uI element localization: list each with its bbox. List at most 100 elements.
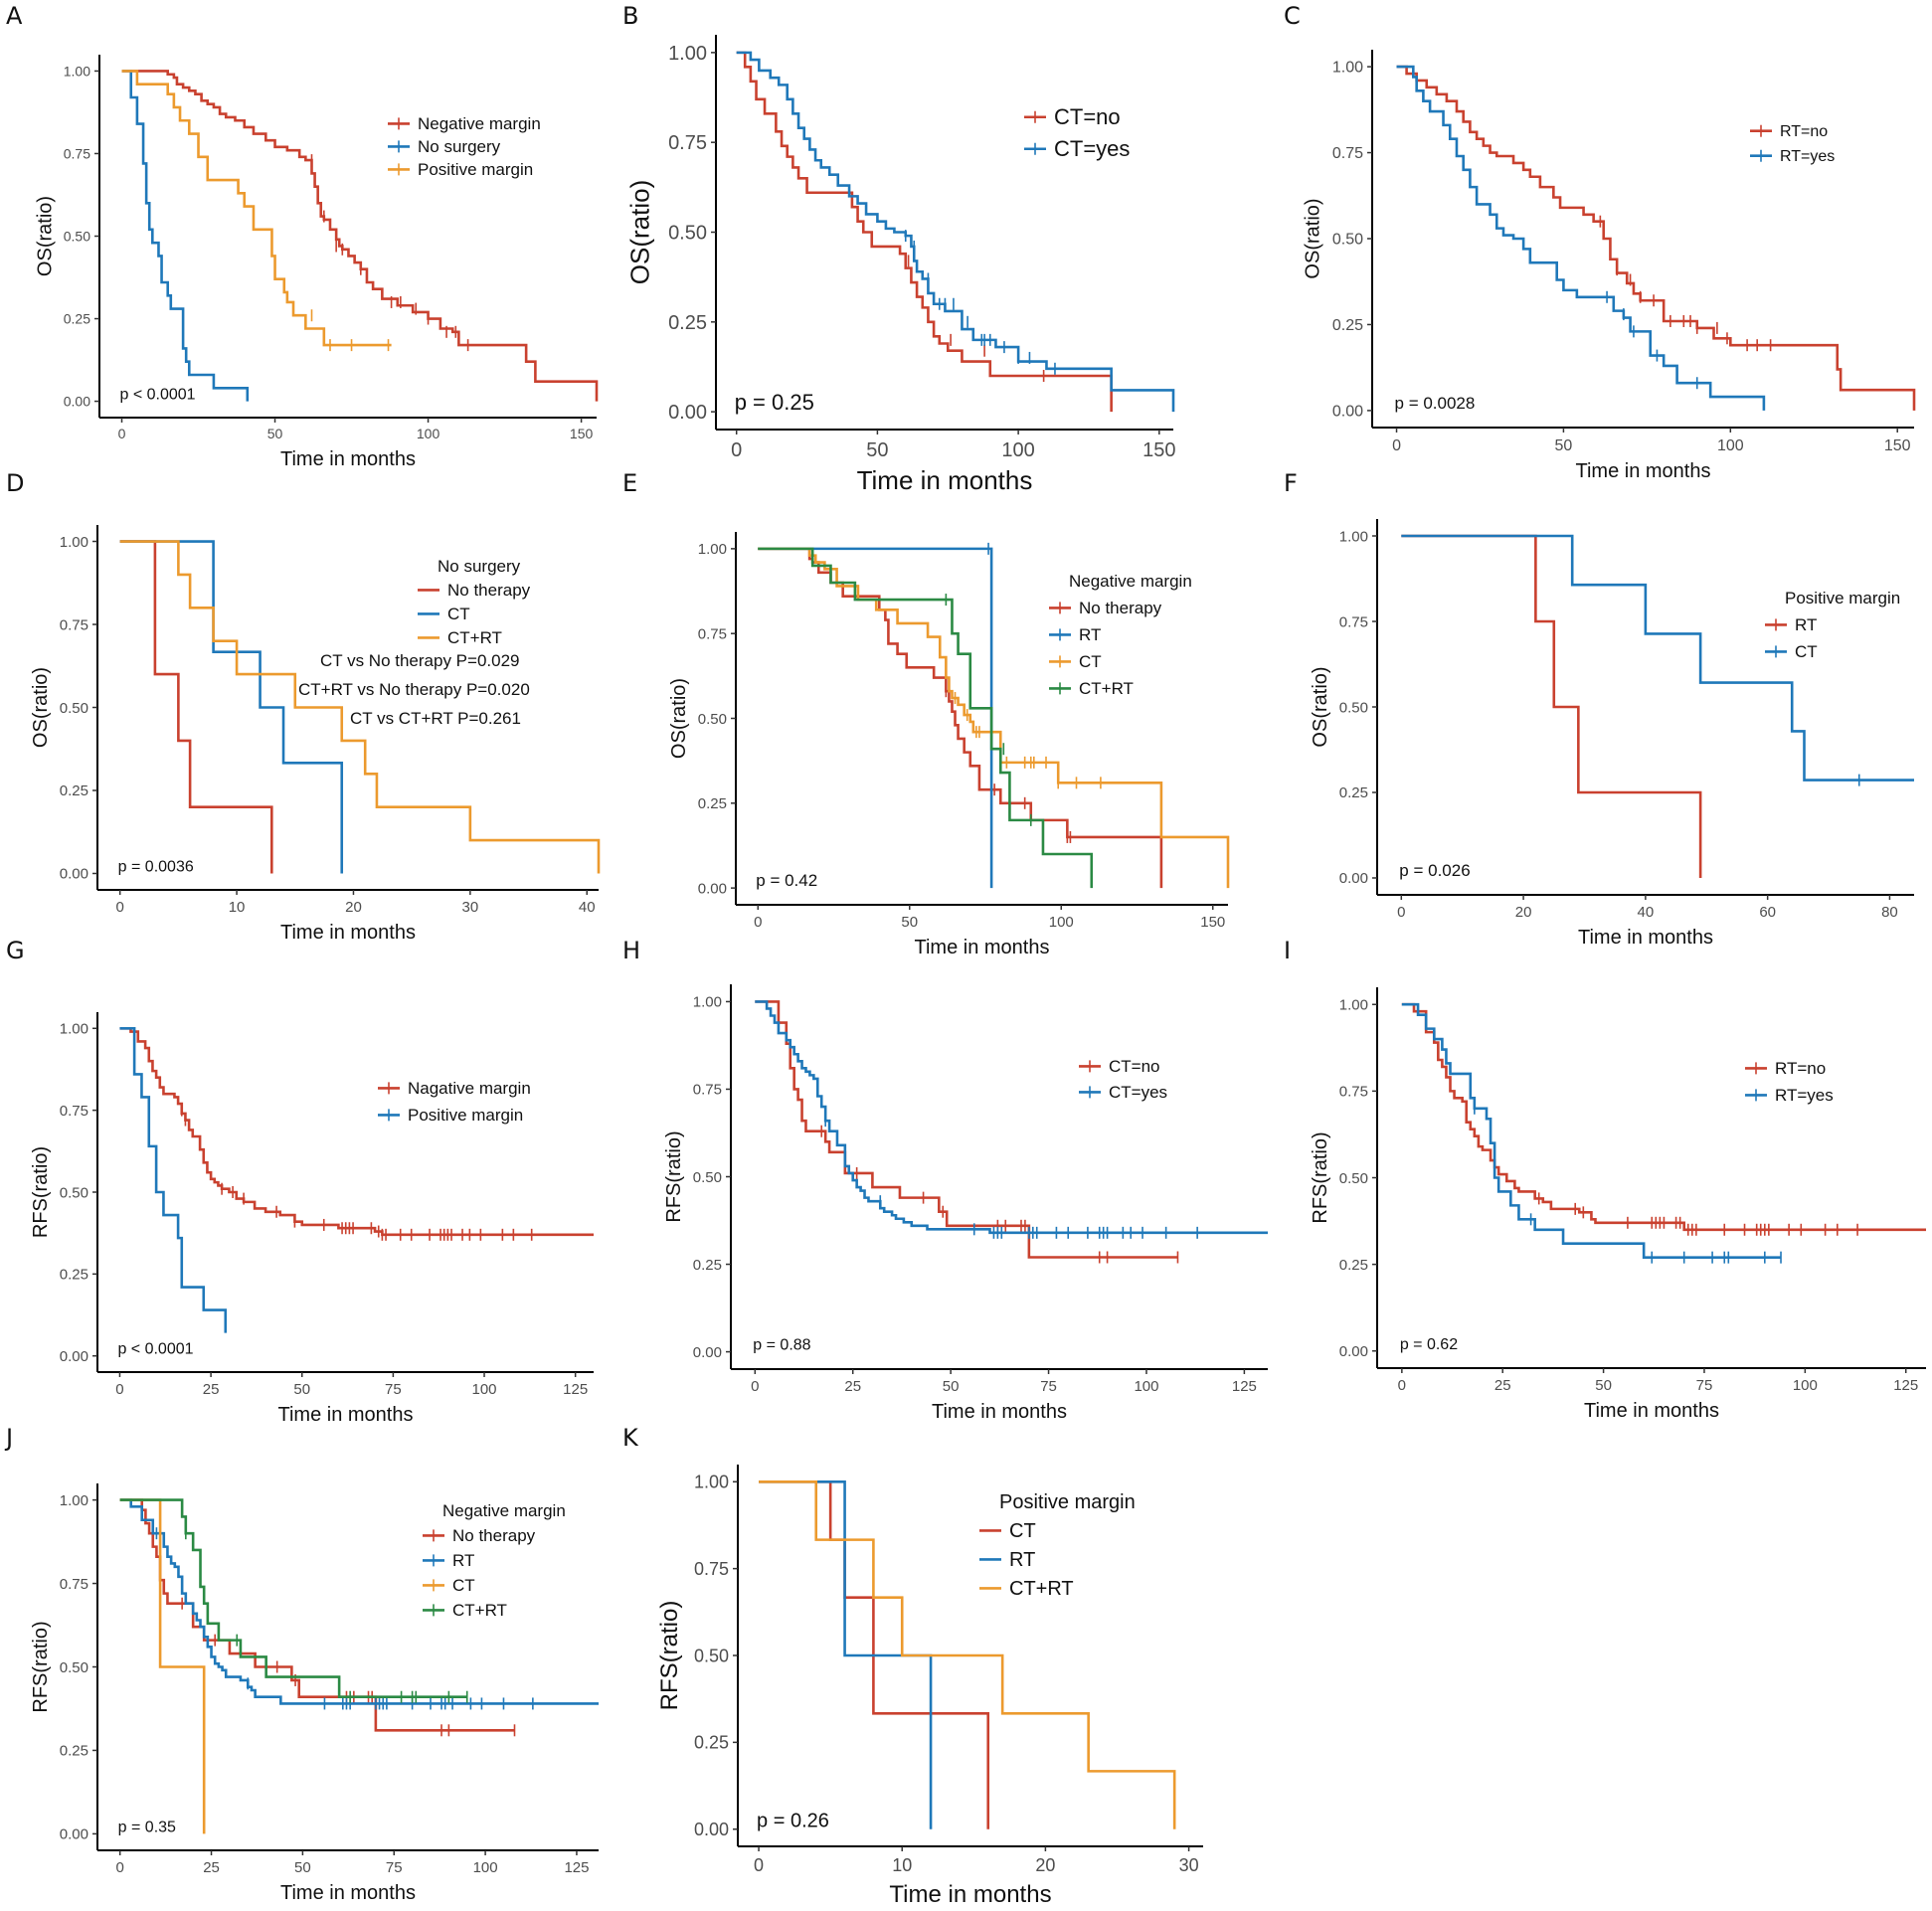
km-curve-rt-no <box>1401 1002 1926 1232</box>
y-tick-label: 0.50 <box>1339 699 1368 716</box>
x-tick-label: 100 <box>1717 437 1744 454</box>
km-curve-ct-yes <box>736 51 1175 413</box>
panel-label: B <box>622 2 639 30</box>
km-curve-positive-margin <box>119 1026 228 1333</box>
km-curve-rt <box>119 1498 599 1705</box>
panel-d: D 0.00 0.25 0.50 0.75 1.00 0 10 20 30 40 Time in mo… <box>0 467 607 945</box>
y-tick-label: 1.00 <box>698 541 727 558</box>
km-curve-nagative-margin <box>119 1026 594 1237</box>
legend-label: RT=yes <box>1775 1086 1834 1105</box>
x-tick-label: 150 <box>1200 914 1225 931</box>
y-tick-label: 0.25 <box>694 1733 729 1753</box>
panel-c: C 0.00 0.25 0.50 0.75 1.00 0 50 100 150 Time in mo… <box>1278 0 1929 487</box>
x-tick-label: 20 <box>1035 1855 1055 1875</box>
legend-title: Negative margin <box>442 1501 566 1520</box>
y-tick-label: 0.25 <box>693 1257 722 1274</box>
y-tick-label: 0.75 <box>1339 1084 1368 1101</box>
panel-label: K <box>622 1424 638 1452</box>
y-tick-label: 0.50 <box>698 711 727 728</box>
y-tick-label: 1.00 <box>1339 996 1368 1013</box>
legend-label: RT=no <box>1775 1059 1826 1078</box>
legend-item: Negative margin <box>388 114 541 133</box>
legend-item: Positive margin <box>388 160 533 179</box>
x-tick-label: 0 <box>118 426 126 441</box>
x-tick-label: 25 <box>203 1381 220 1398</box>
km-curve-ct <box>758 547 1230 889</box>
legend-item: CT+RT <box>1049 679 1134 698</box>
legend-item: CT <box>423 1576 475 1595</box>
panel-j: J 0.00 0.25 0.50 0.75 1.00 0 25 50 75 100 125 Time i… <box>0 1422 607 1911</box>
legend-label: No therapy <box>1079 599 1162 617</box>
legend-label: CT=no <box>1109 1057 1160 1076</box>
panel-label: A <box>6 2 23 30</box>
y-tick-label: 0.25 <box>60 1267 88 1284</box>
y-axis-title: OS(ratio) <box>1302 198 1323 278</box>
x-tick-label: 50 <box>901 914 918 931</box>
legend-item: RT=no <box>1750 123 1828 140</box>
legend-label: CT+RT <box>447 628 502 647</box>
x-tick-label: 60 <box>1759 904 1776 921</box>
x-tick-label: 150 <box>570 426 594 441</box>
x-tick-label: 30 <box>1179 1855 1199 1875</box>
legend-item: RT=no <box>1745 1059 1826 1078</box>
km-plot: 0.00 0.25 0.50 0.75 1.00 0 25 50 75 100 125 Time in… <box>30 1483 599 1904</box>
panel-label: C <box>1284 2 1301 30</box>
km-curve-ct-yes <box>755 1000 1268 1235</box>
y-tick-label: 0.00 <box>668 402 707 424</box>
x-tick-label: 0 <box>116 899 124 916</box>
x-tick-label: 100 <box>1793 1377 1818 1394</box>
x-axis-title: Time in months <box>915 937 1050 958</box>
x-tick-label: 0 <box>1392 437 1401 454</box>
legend-item: No therapy <box>418 581 531 600</box>
legend-title: No surgery <box>438 557 521 576</box>
panel-h: H 0.00 0.25 0.50 0.75 1.00 0 25 50 75 100 125 Time i… <box>616 935 1278 1423</box>
legend-item: RT <box>1049 625 1101 644</box>
y-tick-label: 1.00 <box>693 994 722 1011</box>
legend-title: Positive margin <box>1785 589 1900 608</box>
legend-item: Positive margin <box>378 1106 523 1125</box>
y-tick-label: 0.75 <box>698 625 727 642</box>
y-tick-label: 0.75 <box>60 1576 88 1593</box>
x-axis-title: Time in months <box>1576 460 1711 482</box>
x-tick-label: 75 <box>1040 1378 1057 1395</box>
y-tick-label: 0.25 <box>1332 317 1363 334</box>
km-plot: 0.00 0.25 0.50 0.75 1.00 0 10 20 30 40 Time in mon… <box>30 525 601 944</box>
x-tick-label: 30 <box>462 899 479 916</box>
p-value: p = 0.026 <box>1399 861 1470 880</box>
legend-item: RT <box>1765 615 1817 634</box>
legend-label: RT <box>1009 1549 1035 1571</box>
y-axis-title: RFS(ratio) <box>30 1621 52 1712</box>
y-tick-label: 0.50 <box>1339 1170 1368 1187</box>
km-curve-ct-rt <box>759 1479 1176 1829</box>
km-curve-negative-margin <box>121 70 599 402</box>
panel-label: D <box>6 469 25 497</box>
y-axis-title: RFS(ratio) <box>663 1130 685 1222</box>
km-curve-ct-no <box>755 1000 1178 1259</box>
legend-item: CT <box>1765 642 1818 661</box>
x-axis-title: Time in months <box>1584 1400 1719 1422</box>
panel-k: K 0.00 0.25 0.50 0.75 1.00 0 10 20 30 Time in mont… <box>616 1422 1293 1911</box>
km-curve-positive-margin <box>121 70 392 347</box>
y-tick-label: 0.25 <box>698 795 727 812</box>
legend-item: CT=yes <box>1079 1083 1167 1102</box>
x-tick-label: 50 <box>293 1381 310 1398</box>
legend-label: RT <box>1079 625 1101 644</box>
y-tick-label: 1.00 <box>60 1492 88 1509</box>
y-tick-label: 0.75 <box>693 1082 722 1099</box>
km-curve-ct <box>119 1498 206 1834</box>
legend-item: CT <box>979 1520 1036 1542</box>
km-curve-ct <box>119 540 344 874</box>
x-tick-label: 100 <box>473 1859 498 1876</box>
y-axis-title: OS(ratio) <box>668 678 690 759</box>
km-plot: 0.00 0.25 0.50 0.75 1.00 0 50 100 150 Time in mon… <box>668 532 1230 958</box>
km-curve-ct-rt <box>758 547 1094 889</box>
legend-label: CT=yes <box>1109 1083 1167 1102</box>
legend-label: CT <box>452 1576 475 1595</box>
legend-label: CT+RT <box>1079 679 1134 698</box>
legend-label: RT <box>1795 615 1817 634</box>
legend-item: CT+RT <box>979 1578 1074 1600</box>
x-tick-label: 25 <box>203 1859 220 1876</box>
y-tick-label: 0.00 <box>698 880 727 897</box>
km-plot: 0.00 0.25 0.50 0.75 1.00 0 25 50 75 100 125 Time in… <box>663 984 1268 1423</box>
y-tick-label: 0.50 <box>693 1169 722 1186</box>
